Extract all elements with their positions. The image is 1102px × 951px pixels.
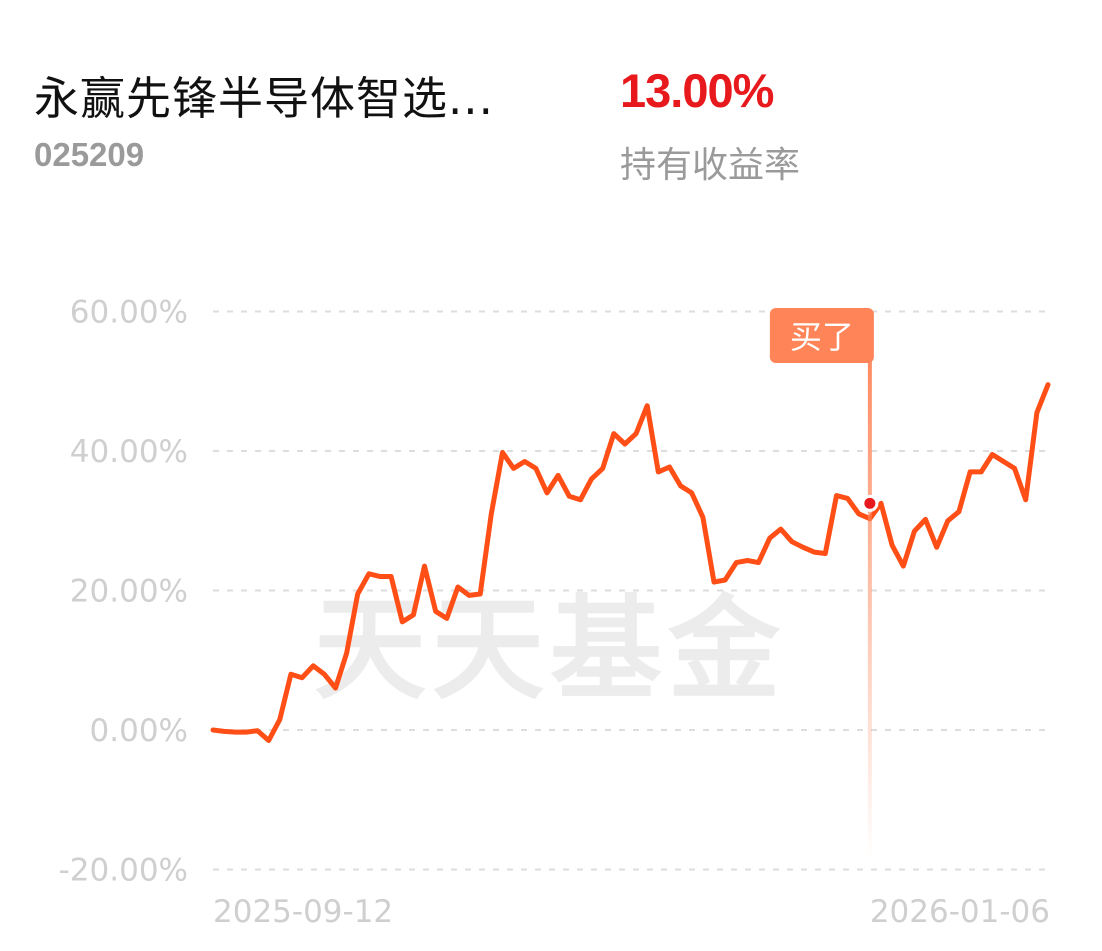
buy-marker-point <box>861 494 879 512</box>
y-tick-label: 60.00% <box>70 295 188 331</box>
fund-name: 永赢先锋半导体智选... <box>34 72 494 125</box>
series-line <box>210 382 1051 743</box>
holding-return-value: 13.00% <box>620 64 774 117</box>
holding-return-label: 持有收益率 <box>620 145 801 186</box>
y-tick-label: 40.00% <box>70 434 188 470</box>
y-tick-label: 0.00% <box>90 713 188 749</box>
buy-marker-label: 买了 <box>790 318 854 356</box>
x-axis-ticks: 2025-09-12 2026-01-06 <box>213 894 1050 930</box>
x-tick-label: 2025-09-12 <box>213 894 393 930</box>
fund-code: 025209 <box>34 136 145 173</box>
y-tick-label: 20.00% <box>70 574 188 610</box>
buy-marker-flag[interactable] <box>769 308 874 363</box>
buy-marker-line <box>867 356 872 860</box>
buy-marker[interactable]: 买了 <box>769 308 879 860</box>
watermark-text: 天天基金 <box>314 585 786 715</box>
y-tick-label: -20.00% <box>59 853 188 889</box>
x-tick-label: 2026-01-06 <box>870 894 1050 930</box>
y-axis-ticks: 60.00% 40.00% 20.00% 0.00% -20.00% <box>59 295 188 889</box>
series-layer <box>210 382 1051 743</box>
